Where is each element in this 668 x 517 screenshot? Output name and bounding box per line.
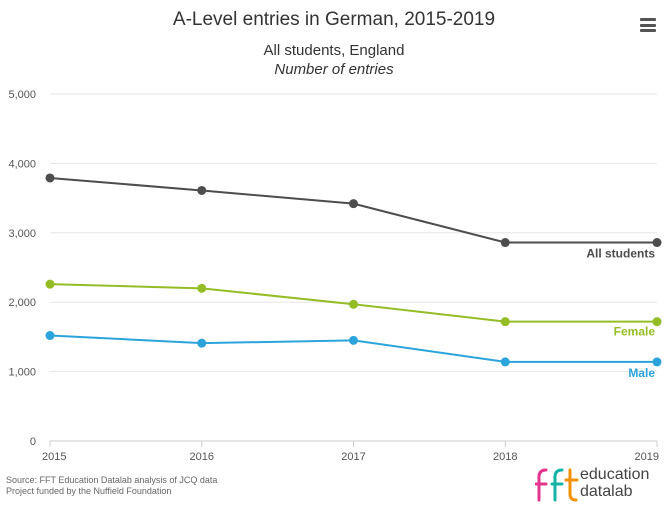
chart-subtitle: All students, England Number of entries [0, 41, 668, 79]
fft-logo-mark-icon [534, 468, 579, 502]
y-tick-label: 3,000 [8, 228, 36, 240]
data-point [500, 238, 510, 248]
y-tick-label: 0 [30, 436, 36, 448]
subtitle-population: All students, England [263, 42, 405, 59]
data-point [197, 185, 207, 195]
y-tick-label: 5,000 [8, 89, 36, 101]
data-point [652, 357, 662, 367]
y-tick-label: 1,000 [8, 367, 36, 379]
data-point [349, 335, 358, 345]
logo-text: education datalab [580, 466, 649, 500]
data-point [500, 317, 510, 327]
data-point [197, 338, 207, 348]
data-point [197, 283, 207, 293]
data-point [45, 331, 55, 341]
logo-line-education: education [580, 466, 650, 483]
x-tick-label: 2018 [493, 451, 517, 463]
hamburger-menu-icon[interactable] [640, 18, 656, 32]
logo-line-datalab: datalab [580, 483, 633, 500]
data-point [500, 357, 510, 367]
footer: Source: FFT Education Datalab analysis o… [6, 475, 217, 497]
datalab-logo: education datalab [534, 466, 663, 502]
x-tick-label: 2017 [341, 451, 365, 463]
data-point [45, 173, 55, 183]
funding-note: Project funded by the Nuffield Foundatio… [6, 486, 172, 496]
data-point [45, 279, 55, 289]
data-point [349, 199, 358, 209]
series-label: All students [586, 247, 655, 261]
series-label: Male [628, 366, 655, 380]
data-point [652, 238, 662, 248]
source-note: Source: FFT Education Datalab analysis o… [6, 475, 218, 485]
chart-title: A-Level entries in German, 2015-2019 [172, 9, 496, 30]
y-tick-label: 2,000 [8, 297, 36, 309]
y-tick-label: 4,000 [8, 158, 36, 170]
series-label: Female [614, 325, 656, 339]
data-point [652, 317, 662, 327]
data-point [349, 299, 358, 309]
x-tick-label: 2015 [42, 451, 66, 463]
x-tick-label: 2019 [635, 451, 659, 463]
x-tick-label: 2016 [190, 451, 214, 463]
subtitle-measure: Number of entries [274, 61, 394, 78]
line-chart: 0 1,000 2,000 3,000 4,000 5,000 2015 2016 2017 20… [8, 89, 662, 463]
